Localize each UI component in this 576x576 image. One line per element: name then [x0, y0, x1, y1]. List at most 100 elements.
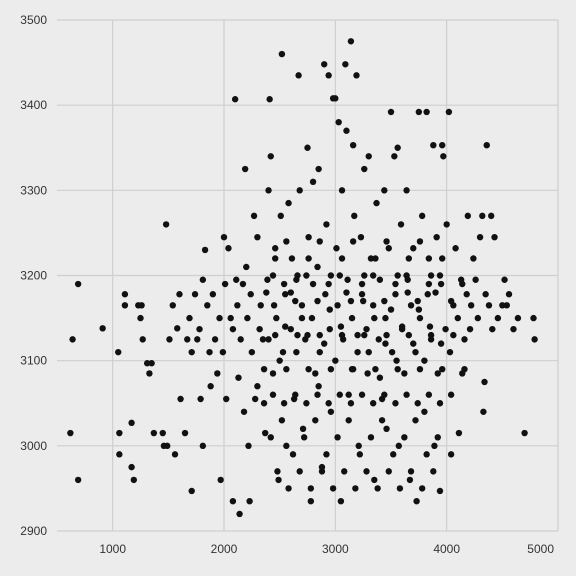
data-point-0-330	[314, 297, 321, 305]
data-point-0-2	[74, 280, 82, 288]
data-point-0-135	[351, 212, 358, 220]
data-point-0-90	[278, 50, 286, 58]
data-point-0-319	[374, 485, 381, 492]
data-point-0-47	[211, 336, 219, 343]
data-point-0-279	[316, 238, 323, 245]
data-point-0-59	[231, 96, 239, 103]
data-point-0-119	[327, 408, 335, 415]
data-point-0-132	[347, 38, 355, 45]
data-point-0-169	[410, 245, 417, 252]
data-point-0-358	[416, 365, 424, 373]
data-point-0-180	[430, 141, 437, 149]
data-point-0-183	[434, 370, 441, 377]
data-point-0-56	[227, 314, 234, 322]
data-point-0-215	[489, 325, 496, 333]
x-tick-label-3: 4000	[433, 542, 460, 556]
data-point-0-244	[359, 297, 367, 305]
data-point-0-292	[260, 400, 268, 407]
data-point-0-64	[237, 336, 244, 343]
data-point-0-171	[413, 497, 420, 505]
data-point-0-72	[247, 291, 254, 298]
data-point-0-51	[219, 348, 227, 356]
data-point-0-214	[488, 212, 495, 220]
data-point-0-231	[287, 289, 294, 296]
data-point-0-34	[188, 487, 195, 495]
data-point-0-125	[337, 497, 345, 505]
data-point-0-116	[323, 221, 330, 228]
data-point-0-178	[425, 255, 433, 262]
data-point-0-343	[459, 280, 466, 288]
data-point-0-233	[298, 314, 306, 322]
data-point-0-298	[325, 400, 332, 407]
data-point-0-77	[256, 325, 263, 333]
data-point-0-213	[485, 302, 493, 309]
data-point-0-44	[206, 348, 213, 356]
data-point-0-250	[393, 357, 400, 364]
data-point-0-159	[392, 291, 399, 298]
data-point-0-195	[454, 314, 461, 322]
data-point-0-297	[314, 391, 321, 398]
data-point-0-29	[176, 291, 183, 298]
data-point-0-266	[345, 417, 352, 424]
data-point-0-104	[304, 144, 311, 151]
data-point-0-31	[181, 429, 189, 437]
x-tick-label-4: 5000	[527, 542, 554, 556]
data-point-0-288	[416, 238, 424, 245]
data-point-0-173	[416, 314, 424, 322]
data-point-0-327	[280, 280, 288, 288]
data-point-0-58	[229, 325, 237, 333]
data-point-0-201	[464, 212, 472, 220]
y-tick-label-6: 3500	[20, 13, 47, 27]
data-point-0-137	[354, 348, 361, 356]
data-point-0-287	[405, 255, 413, 262]
data-point-0-262	[300, 434, 308, 441]
data-point-0-106	[307, 497, 315, 505]
data-point-0-351	[338, 331, 346, 339]
y-tick-label-1: 3000	[20, 439, 47, 453]
data-point-0-243	[354, 331, 361, 339]
data-point-0-66	[240, 408, 248, 415]
data-point-0-136	[353, 72, 360, 79]
data-point-0-99	[295, 72, 302, 79]
data-point-0-111	[315, 165, 322, 173]
data-point-0-303	[381, 391, 388, 398]
data-point-0-93	[283, 442, 290, 450]
data-point-0-74	[250, 212, 258, 220]
data-point-0-129	[343, 127, 350, 134]
data-point-0-209	[480, 408, 487, 415]
data-point-0-68	[243, 263, 250, 271]
data-point-0-289	[427, 272, 435, 279]
data-point-0-57	[229, 497, 237, 505]
data-point-0-208	[479, 212, 486, 220]
data-point-0-95	[287, 325, 294, 333]
data-point-0-322	[407, 468, 415, 475]
data-point-0-87	[273, 314, 280, 322]
data-point-0-53	[221, 280, 229, 288]
data-point-0-277	[294, 272, 301, 279]
data-point-0-26	[169, 302, 176, 309]
data-point-0-342	[447, 297, 455, 305]
data-point-0-182	[433, 233, 440, 241]
data-point-0-229	[276, 357, 283, 364]
data-point-0-235	[309, 280, 317, 288]
data-point-0-299	[336, 391, 343, 398]
data-point-0-283	[361, 272, 368, 279]
data-point-0-24	[164, 442, 171, 450]
data-point-0-247	[376, 374, 384, 381]
data-point-0-260	[278, 417, 286, 424]
data-point-0-211	[482, 291, 489, 298]
data-point-0-62	[235, 374, 242, 381]
data-point-0-328	[292, 297, 299, 305]
data-point-0-158	[391, 153, 398, 160]
data-point-0-230	[282, 323, 289, 330]
data-point-0-191	[446, 348, 454, 356]
data-point-0-252	[404, 289, 411, 296]
data-point-0-359	[427, 331, 435, 339]
data-point-0-107	[308, 314, 316, 322]
data-point-0-355	[383, 331, 390, 339]
data-point-0-118	[326, 325, 333, 333]
data-point-0-356	[394, 365, 401, 373]
data-point-0-267	[356, 451, 364, 458]
data-point-0-306	[414, 400, 421, 407]
data-point-0-240	[337, 323, 345, 330]
